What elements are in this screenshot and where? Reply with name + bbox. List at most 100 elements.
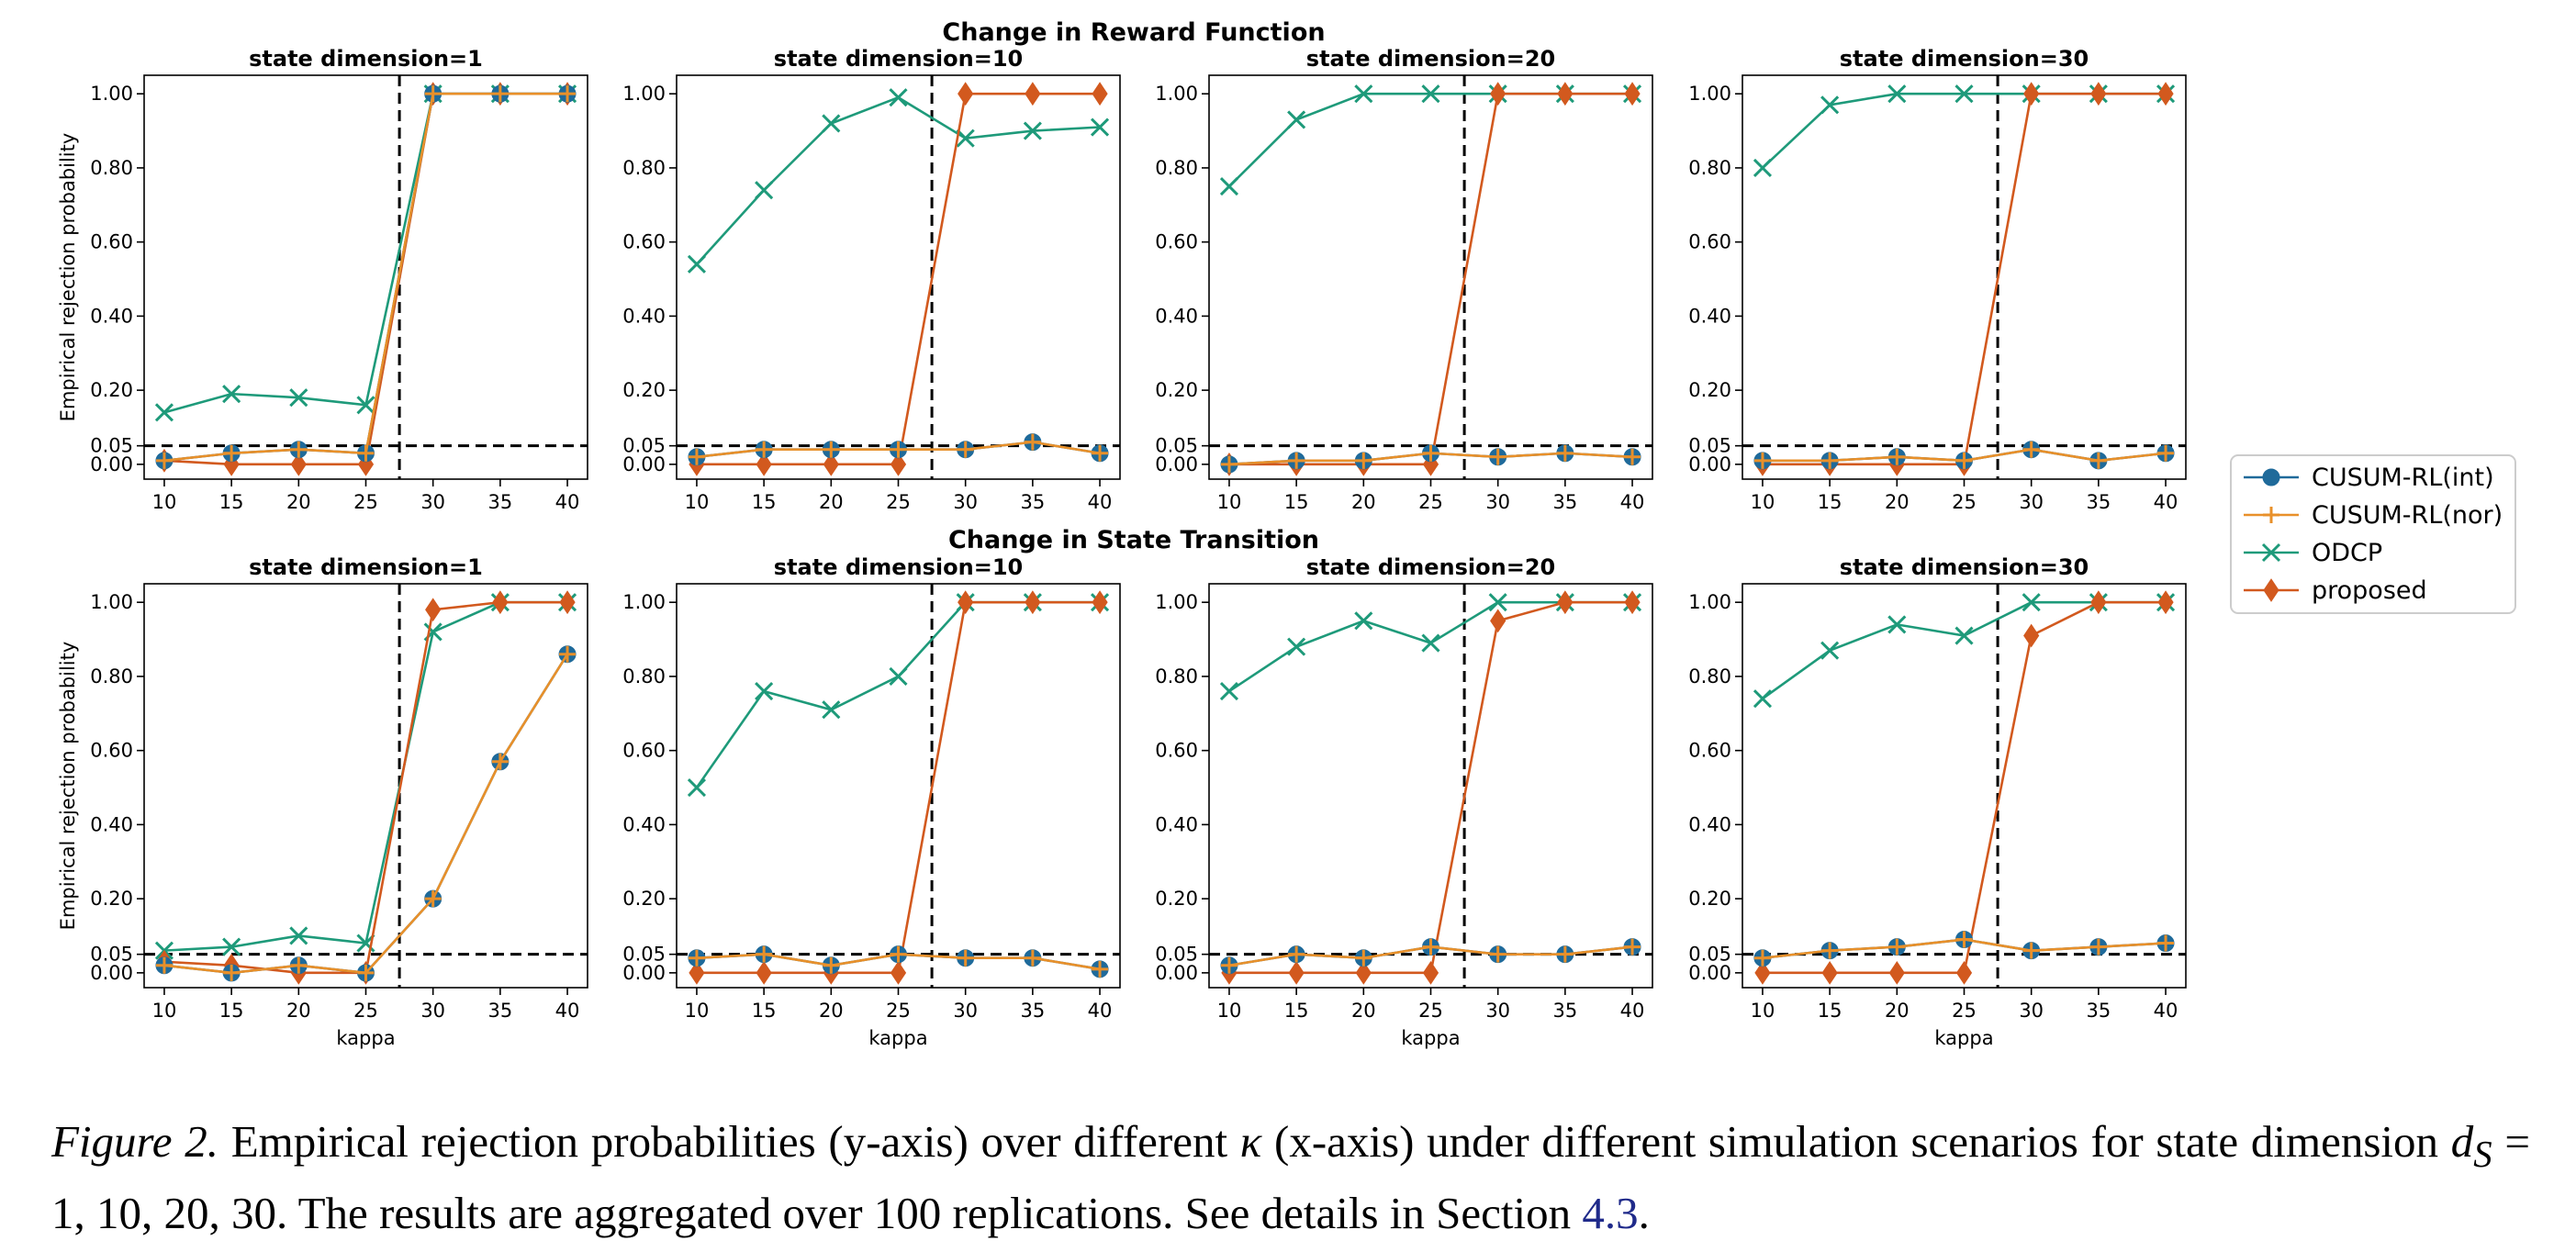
data-point <box>2023 82 2040 106</box>
data-point <box>1355 949 1372 967</box>
x-tick-label: 20 <box>286 491 311 513</box>
y-tick-label: 0.05 <box>1155 435 1198 457</box>
legend-entry: proposed <box>2244 576 2427 605</box>
caption-text-3: = 1, 10, 20, 30. The results are aggrega… <box>51 1116 2530 1238</box>
data-point <box>222 937 241 956</box>
axes-frame <box>1208 74 1653 480</box>
y-tick-label: 0.60 <box>622 740 666 762</box>
data-point <box>1090 117 1110 137</box>
x-tick-label: 35 <box>1552 1000 1577 1022</box>
y-tick-label: 1.00 <box>1688 83 1731 105</box>
y-tick-label: 0.00 <box>1688 453 1731 475</box>
data-point <box>1421 84 1440 104</box>
data-point <box>755 181 774 200</box>
data-point <box>356 396 375 415</box>
data-point <box>1092 590 1108 615</box>
x-tick-label: 20 <box>819 1000 844 1022</box>
y-tick-label: 1.00 <box>1155 591 1198 613</box>
x-tick-label: 30 <box>1485 1000 1510 1022</box>
plus-icon <box>2263 507 2279 523</box>
data-point <box>2157 444 2175 462</box>
x-tick-label: 30 <box>420 1000 445 1022</box>
data-point <box>1287 110 1306 129</box>
y-tick-label: 0.00 <box>622 453 666 475</box>
diamond-icon <box>2263 578 2279 602</box>
y-tick-label: 0.05 <box>1688 944 1731 966</box>
data-point <box>154 403 174 422</box>
series-line <box>163 600 568 952</box>
data-point <box>822 700 841 720</box>
x-tick-label: 30 <box>2019 1000 2044 1022</box>
chart-panel: state dimension=1 0.000.05 0.20 0.40 0.60 0.8… <box>57 46 588 513</box>
x-tick-label: 30 <box>953 491 978 513</box>
y-tick-label: 0.05 <box>1155 944 1198 966</box>
y-tick-label: 0.20 <box>1688 379 1731 401</box>
caption-d-subscript: S <box>2473 1133 2492 1175</box>
data-point <box>559 85 577 103</box>
legend-entry: ODCP <box>2244 539 2382 567</box>
y-tick-label: 0.40 <box>90 813 133 835</box>
y-tick-label: 0.00 <box>90 962 133 984</box>
data-point <box>1024 949 1041 967</box>
y-tick-label: 0.40 <box>622 813 666 835</box>
x-tick-label: 10 <box>685 1000 710 1022</box>
y-tick-label: 0.80 <box>90 157 133 179</box>
x-tick-label: 40 <box>555 1000 580 1022</box>
legend-label: proposed <box>2312 576 2427 605</box>
data-point <box>1421 633 1440 653</box>
data-point <box>1355 960 1372 985</box>
y-tick-label: 0.40 <box>1155 305 1198 327</box>
data-point <box>1354 84 1373 104</box>
data-point <box>357 964 375 981</box>
data-point <box>2090 82 2107 106</box>
y-tick-label: 0.05 <box>622 435 666 457</box>
data-point <box>1490 609 1506 633</box>
y-tick-label: 0.20 <box>622 888 666 910</box>
chart-panel: state dimension=10 0.000.05 0.20 0.40 0.60 0.… <box>622 46 1121 513</box>
legend: CUSUM-RL(int) CUSUM-RL(nor) ODCP proposed <box>2230 454 2516 614</box>
data-point <box>1753 949 1771 967</box>
x-tick-label: 40 <box>1620 491 1645 513</box>
data-point <box>688 949 705 967</box>
data-point <box>822 114 841 133</box>
data-point <box>1025 590 1041 615</box>
data-point <box>1422 444 1439 462</box>
x-tick-label: 25 <box>886 1000 911 1022</box>
series-line <box>1228 600 1633 975</box>
x-tick-label: 25 <box>1418 1000 1443 1022</box>
x-tick-label: 25 <box>1952 491 1977 513</box>
data-point <box>1220 455 1238 473</box>
y-tick-label: 0.60 <box>1155 231 1198 253</box>
data-point <box>1488 593 1507 612</box>
data-point <box>223 964 241 981</box>
data-point <box>2089 938 2107 956</box>
data-point <box>1821 942 1839 959</box>
y-axis-label: Empirical rejection probability <box>57 133 79 422</box>
panel-title: state dimension=20 <box>1306 46 1555 72</box>
y-tick-label: 0.00 <box>1688 962 1731 984</box>
x-tick-label: 40 <box>1620 1000 1645 1022</box>
data-point <box>889 88 908 107</box>
data-point <box>2023 623 2040 648</box>
series-line <box>696 600 1101 975</box>
y-tick-label: 0.05 <box>622 944 666 966</box>
data-point <box>1624 590 1641 615</box>
axes-frame <box>143 74 588 480</box>
data-point <box>1624 938 1641 956</box>
y-tick-label: 1.00 <box>622 591 666 613</box>
section-link[interactable]: 4.3 <box>1582 1187 1639 1238</box>
x-tick-label: 30 <box>2019 491 2044 513</box>
x-tick-label: 10 <box>152 1000 177 1022</box>
data-point <box>357 452 375 476</box>
series-line <box>163 654 569 975</box>
data-point <box>1557 590 1574 615</box>
chart-panels: state dimension=10.000.050.200.400.600.8… <box>57 46 2187 1049</box>
axes-frame <box>1742 583 2187 989</box>
data-point <box>958 82 974 106</box>
data-point <box>1624 448 1641 465</box>
x-axis-label: kappa <box>868 1027 927 1049</box>
data-point <box>1489 945 1506 963</box>
y-tick-label: 0.05 <box>90 435 133 457</box>
series-line <box>695 600 1101 788</box>
series-line <box>1762 92 2167 169</box>
